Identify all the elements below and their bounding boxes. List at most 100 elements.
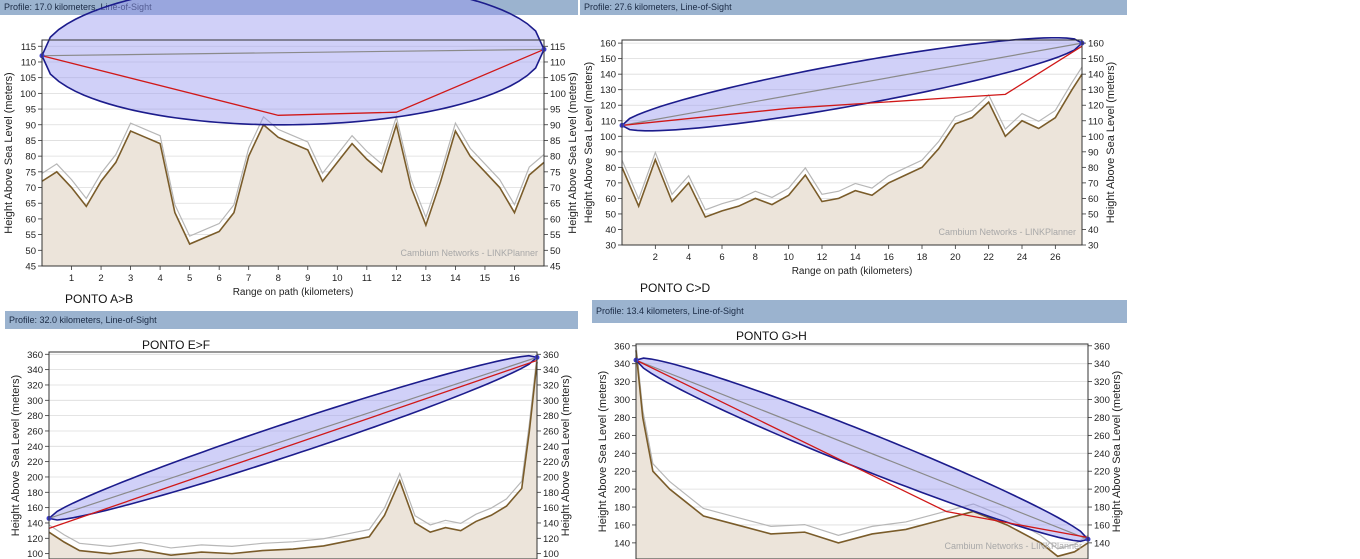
y-tick-label: 200: [27, 472, 43, 483]
plot-frame: [621, 39, 1083, 246]
refracted-path: [48, 359, 538, 529]
y-tick-label: 95: [25, 105, 36, 116]
profile-title-bar: Profile: 32.0 kilometers, Line-of-Sight: [5, 311, 578, 329]
y-axis-label: Height Above Sea Level (meters): [3, 72, 15, 233]
x-tick-label: 8: [276, 273, 281, 284]
y-tick-label: 80: [550, 152, 561, 163]
y-tick-label: 180: [543, 488, 559, 499]
y-tick-label: 40: [1088, 225, 1099, 236]
chart-ef: 100 100 120 120 140 140 160 160 180 180 200 200 220 2…: [10, 350, 572, 559]
y-tick-label: 160: [600, 39, 616, 50]
y-tick-label: 90: [605, 147, 616, 158]
y-axis-label-right: Height Above Sea Level (meters): [1111, 371, 1123, 532]
profile-title-bar: Profile: 17.0 kilometers, Line-of-Sight: [0, 0, 578, 15]
plot-frame: [41, 39, 545, 267]
y-tick-label: 140: [1094, 538, 1110, 549]
x-tick-label: 26: [1050, 252, 1061, 263]
y-tick-label: 105: [20, 73, 36, 84]
y-tick-label: 60: [25, 214, 36, 225]
y-tick-label: 150: [1088, 54, 1104, 65]
y-tick-label: 280: [27, 411, 43, 422]
x-tick-label: 1: [69, 273, 74, 284]
y-tick-label: 60: [1088, 194, 1099, 205]
y-axis-label-right: Height Above Sea Level (meters): [1105, 62, 1117, 223]
x-tick-label: 22: [983, 252, 994, 263]
y-tick-label: 110: [1088, 116, 1103, 127]
chart-cd: 30 30 40 40 50 50 60 60 70 70 80 80 90 90 100 100 110 110…: [583, 36, 1117, 277]
y-tick-label: 100: [27, 549, 43, 559]
plot-frame: [635, 343, 1089, 559]
y-tick-label: 300: [27, 396, 43, 407]
x-tick-label: 6: [719, 252, 724, 263]
x-tick-label: 4: [157, 273, 162, 284]
y-tick-label: 50: [1088, 209, 1099, 220]
y-tick-label: 180: [1094, 503, 1110, 514]
y-tick-label: 260: [614, 431, 630, 442]
terrain-line: [48, 361, 538, 556]
y-tick-label: 200: [1094, 485, 1110, 496]
watermark: Cambium Networks - LINKPlanner: [400, 248, 538, 258]
y-tick-label: 45: [550, 262, 561, 273]
line-of-sight: [41, 48, 545, 57]
watermark: Cambium Networks - LINKPlanner: [938, 227, 1076, 237]
y-tick-label: 55: [550, 230, 561, 241]
y-tick-label: 65: [550, 199, 561, 210]
y-tick-label: 240: [543, 442, 559, 453]
x-tick-label: 15: [480, 273, 491, 284]
x-tick-label: 10: [332, 273, 343, 284]
y-tick-label: 60: [550, 214, 561, 225]
y-tick-label: 95: [550, 105, 561, 116]
x-tick-label: 14: [450, 273, 461, 284]
y-tick-label: 160: [1088, 39, 1104, 50]
y-tick-label: 200: [543, 472, 559, 483]
x-tick-label: 14: [850, 252, 861, 263]
refracted-path: [41, 48, 545, 116]
clutter-line: [48, 354, 538, 549]
y-tick-label: 80: [1088, 163, 1099, 174]
y-tick-label: 180: [614, 503, 630, 514]
x-tick-label: 11: [362, 273, 372, 284]
y-tick-label: 65: [25, 199, 36, 210]
y-tick-label: 220: [1094, 467, 1110, 478]
x-tick-label: 7: [246, 273, 251, 284]
y-tick-label: 320: [543, 380, 559, 391]
terrain-area: [49, 361, 537, 559]
y-tick-label: 75: [550, 167, 561, 178]
y-tick-label: 130: [1088, 85, 1104, 96]
y-tick-label: 130: [600, 85, 616, 96]
y-tick-label: 360: [1094, 341, 1110, 352]
y-tick-label: 70: [25, 183, 36, 194]
y-tick-label: 110: [550, 57, 565, 68]
y-tick-label: 115: [21, 42, 36, 53]
panel-ab: Profile: 17.0 kilometers, Line-of-Sight …: [0, 0, 578, 305]
y-axis-label: Height Above Sea Level (meters): [597, 371, 609, 532]
y-tick-label: 110: [21, 57, 36, 68]
terrain-area: [636, 350, 1088, 559]
panel-ef: Profile: 32.0 kilometers, Line-of-Sight …: [5, 311, 578, 559]
y-tick-label: 50: [605, 209, 616, 220]
x-tick-label: 3: [128, 273, 133, 284]
y-tick-label: 260: [1094, 431, 1110, 442]
y-tick-label: 140: [614, 538, 630, 549]
y-tick-label: 340: [27, 365, 43, 376]
y-tick-label: 100: [600, 132, 616, 143]
y-tick-label: 220: [543, 457, 559, 468]
x-tick-label: 9: [305, 273, 310, 284]
y-tick-label: 140: [27, 518, 43, 529]
y-tick-label: 70: [550, 183, 561, 194]
y-tick-label: 160: [1094, 520, 1110, 531]
x-tick-label: 20: [950, 252, 961, 263]
x-tick-label: 18: [917, 252, 928, 263]
y-tick-label: 90: [25, 120, 36, 131]
y-tick-label: 240: [614, 449, 630, 460]
panel-gh: Profile: 13.4 kilometers, Line-of-Sight …: [592, 300, 1127, 559]
panel-cd: Profile: 27.6 kilometers, Line-of-Sight …: [580, 0, 1127, 300]
y-tick-label: 140: [600, 70, 616, 81]
x-tick-label: 8: [753, 252, 758, 263]
y-tick-label: 260: [543, 426, 559, 437]
y-tick-label: 160: [27, 503, 43, 514]
line-of-sight: [48, 356, 538, 519]
y-tick-label: 105: [550, 73, 566, 84]
x-tick-label: 10: [783, 252, 794, 263]
